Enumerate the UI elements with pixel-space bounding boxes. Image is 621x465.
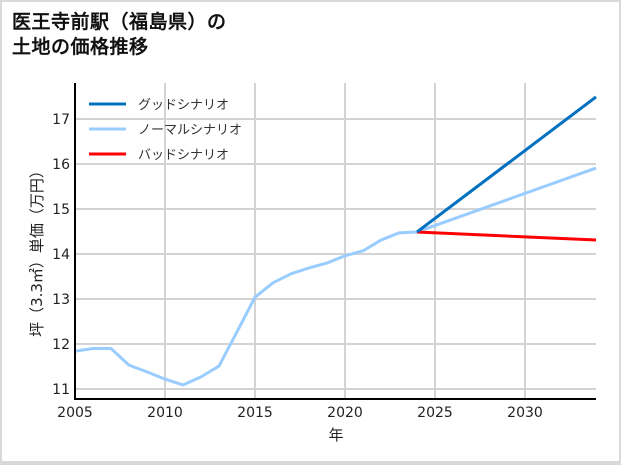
x-tick-label: 2010	[147, 405, 183, 421]
axes	[74, 83, 596, 400]
chart-title-line2: 土地の価格推移	[12, 36, 149, 58]
legend-label-1: ノーマルシナリオ	[138, 123, 242, 138]
series-lines	[74, 95, 597, 387]
x-tick-label: 2020	[327, 405, 363, 421]
chart-title-line1: 医王寺前駅（福島県）の	[12, 11, 227, 33]
legend-label-2: バッドシナリオ	[138, 148, 229, 163]
series-line-1	[74, 166, 597, 387]
y-tick-label: 15	[52, 202, 70, 218]
y-tick-label: 16	[52, 157, 70, 173]
x-axis-label: 年	[328, 426, 343, 444]
series-line-0	[416, 95, 597, 234]
y-axis-label: 坪（3.3㎡）単価（万円）	[28, 163, 46, 337]
y-tick-label: 11	[52, 382, 70, 398]
x-tick-label: 2005	[57, 405, 93, 421]
y-tick-label: 13	[52, 292, 70, 308]
chart-title: 医王寺前駅（福島県）の 土地の価格推移	[12, 10, 227, 60]
legend-label-0: グッドシナリオ	[138, 98, 229, 113]
y-tick-label: 17	[52, 112, 70, 128]
y-tick-label: 14	[52, 247, 70, 263]
x-tick-label: 2025	[417, 405, 453, 421]
tick-labels: 2005 2010 2015 2020 2025 2030 11 12 13 14 15 16 17	[52, 112, 543, 421]
grid-lines	[75, 83, 596, 399]
x-tick-label: 2030	[507, 405, 543, 421]
series-line-2	[416, 230, 597, 242]
y-tick-label: 12	[52, 337, 70, 353]
x-tick-label: 2015	[237, 405, 273, 421]
